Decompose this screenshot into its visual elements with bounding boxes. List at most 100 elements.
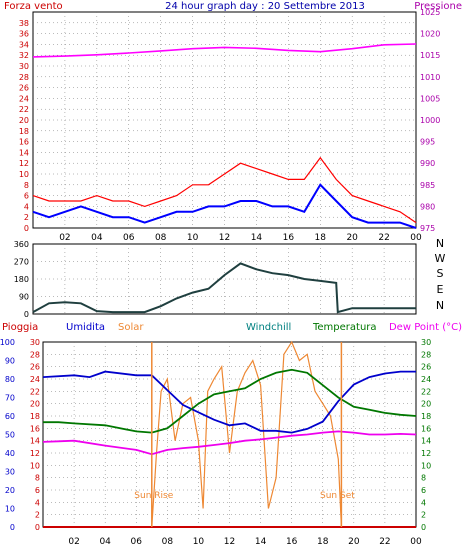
wind-y-tick-label: 12	[19, 159, 29, 168]
pressure-y-tick-label: 1010	[420, 73, 440, 82]
direction-panel-frame	[32, 243, 417, 315]
wind-y-tick-label: 18	[19, 127, 29, 136]
wind-y-tick-label: 38	[19, 19, 29, 28]
temp-panel-x-tick-label: 20	[348, 537, 360, 547]
pressure-axis-title: Pressione	[414, 1, 462, 12]
wind-y-tick-label: 32	[19, 51, 29, 60]
temp-panel-x-tick-label: 22	[379, 537, 390, 547]
rain-legend-label: Pioggia	[2, 322, 38, 333]
sunset-label: Sun Set	[320, 491, 355, 501]
temp-y-tick-label: 12	[421, 449, 431, 458]
wind-y-tick-label: 6	[24, 192, 29, 201]
wind-panel-x-tick-label: 08	[155, 233, 167, 243]
wind-y-tick-label: 14	[19, 148, 29, 157]
temp-y-tick-label: 2	[421, 511, 426, 520]
temp-y-tick-label: 8	[421, 474, 426, 483]
temp-panel-x-tick-label: 12	[224, 537, 235, 547]
pressure-y-tick-label: 1015	[420, 51, 440, 60]
sunrise-label: Sun Rise	[134, 491, 173, 501]
wind-axis-title: Forza vento	[4, 1, 63, 12]
rain-y-tick-label: 2	[35, 511, 40, 520]
temp-panel-x-tick-label: 06	[131, 537, 143, 547]
wind-y-tick-label: 36	[19, 30, 29, 39]
compass-label: N	[436, 237, 444, 250]
wind-panel-x-tick-label: 14	[251, 233, 263, 243]
dewpoint-legend-label: Dew Point (°C)	[389, 322, 462, 333]
direction-y-tick-label: 180	[14, 275, 29, 284]
temp-y-tick-label: 22	[421, 387, 431, 396]
rain-y-tick-label: 28	[30, 350, 40, 359]
temp-panel-x-tick-label: 14	[255, 537, 267, 547]
rain-y-tick-label: 14	[30, 437, 40, 446]
temp-y-tick-label: 6	[421, 486, 426, 495]
wind-y-tick-label: 4	[24, 202, 29, 211]
compass-label: E	[437, 283, 444, 296]
humidity-y-tick-label: 0	[10, 523, 15, 532]
temp-y-tick-label: 30	[421, 338, 431, 347]
temperature-legend-label: Temperatura	[312, 322, 377, 333]
temp-y-tick-label: 24	[421, 375, 431, 384]
pressure-y-tick-label: 995	[420, 138, 435, 147]
humidity-y-tick-label: 20	[5, 486, 15, 495]
temp-panel-x-tick-label: 16	[286, 537, 298, 547]
direction-line	[32, 262, 416, 314]
wind-y-tick-label: 10	[19, 170, 29, 179]
humidity-legend-label: Umidita	[66, 322, 105, 333]
rain-y-tick-label: 8	[35, 474, 40, 483]
wind-y-tick-label: 8	[24, 181, 29, 190]
wind-panel-x-tick-label: 04	[91, 233, 103, 243]
windchill-legend-label: Windchill	[246, 322, 291, 333]
pressure-y-tick-label: 1005	[420, 94, 440, 103]
humidity-y-tick-label: 30	[5, 468, 15, 477]
temp-panel-x-tick-label: 10	[193, 537, 205, 547]
wind-y-tick-label: 22	[19, 105, 29, 114]
wind-panel-x-tick-label: 20	[346, 233, 358, 243]
wind-panel-x-tick-label: 22	[378, 233, 389, 243]
temp-panel-x-tick-label: 18	[317, 537, 329, 547]
direction-y-tick-label: 0	[24, 310, 29, 319]
pressure-y-tick-label: 985	[420, 181, 435, 190]
compass-label: S	[437, 267, 444, 280]
wind-panel-x-tick-label: 00	[410, 233, 422, 243]
wind-y-tick-label: 16	[19, 138, 29, 147]
temperature-line	[43, 368, 417, 434]
temp-panel-x-tick-label: 02	[68, 537, 79, 547]
wind-panel-x-tick-label: 02	[59, 233, 70, 243]
wind-y-tick-label: 30	[19, 62, 29, 71]
pressure-y-tick-label: 975	[420, 224, 435, 233]
rain-y-tick-label: 20	[30, 400, 40, 409]
rain-y-tick-label: 16	[30, 424, 40, 433]
pressure-line	[32, 43, 417, 58]
humidity-y-tick-label: 10	[5, 505, 15, 514]
temp-y-tick-label: 4	[421, 498, 426, 507]
wind-panel-x-tick-label: 16	[283, 233, 295, 243]
temp-panel-x-tick-label: 04	[99, 537, 111, 547]
humidity-line	[42, 370, 416, 434]
humidity-y-tick-label: 60	[5, 412, 15, 421]
solar-legend-label: Solar	[118, 322, 144, 333]
rain-y-tick-label: 12	[30, 449, 40, 458]
humidity-y-tick-label: 100	[0, 338, 15, 347]
direction-y-tick-label: 360	[14, 240, 29, 249]
dewpoint-line	[42, 430, 417, 456]
rain-y-tick-label: 22	[30, 387, 40, 396]
pressure-y-tick-label: 1020	[420, 30, 440, 39]
rain-y-tick-label: 18	[30, 412, 40, 421]
pressure-y-tick-label: 1000	[420, 116, 440, 125]
wind-y-tick-label: 26	[19, 84, 29, 93]
wind-y-tick-label: 24	[19, 94, 29, 103]
wind-y-tick-label: 28	[19, 73, 29, 82]
temp-panel-x-tick-label: 00	[410, 537, 422, 547]
compass-label: W	[435, 252, 446, 265]
wind-panel-x-tick-label: 10	[187, 233, 199, 243]
temp-y-tick-label: 16	[421, 424, 431, 433]
wind-y-tick-label: 20	[19, 116, 29, 125]
rain-y-tick-label: 26	[30, 363, 40, 372]
humidity-y-tick-label: 80	[5, 375, 15, 384]
wind-line	[32, 183, 417, 229]
wind-y-tick-label: 34	[19, 40, 29, 49]
compass-label: N	[436, 299, 444, 312]
temp-y-tick-label: 26	[421, 363, 431, 372]
temp-y-tick-label: 10	[421, 461, 431, 470]
